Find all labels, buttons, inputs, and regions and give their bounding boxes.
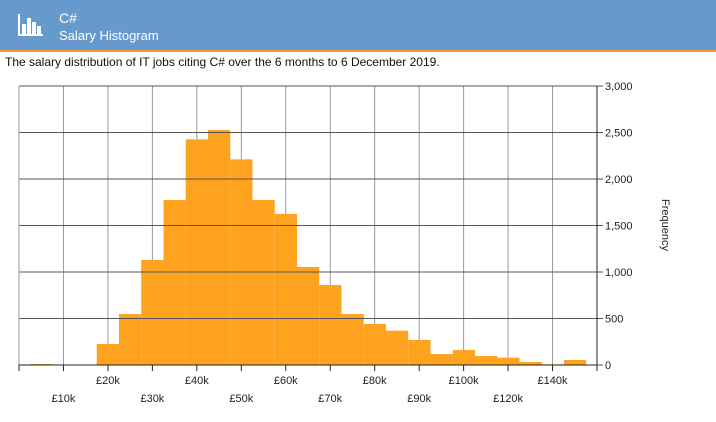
x-tick-label: £50k	[229, 393, 253, 405]
histogram-bar	[252, 200, 275, 365]
y-tick-label: 2,000	[605, 174, 633, 186]
histogram-bar	[430, 354, 453, 365]
chart-header: C# Salary Histogram	[0, 0, 716, 52]
histogram-bar	[475, 355, 498, 365]
header-subtitle: Salary Histogram	[59, 28, 159, 43]
histogram-bar	[519, 362, 542, 365]
x-tick-label: £40k	[185, 375, 209, 387]
histogram-bar	[163, 200, 186, 365]
histogram-bar	[96, 343, 119, 365]
histogram-bar	[452, 350, 475, 365]
histogram-bar	[208, 129, 231, 365]
histogram-bar	[386, 330, 409, 365]
y-tick-label: 0	[605, 360, 611, 372]
histogram-bar	[341, 314, 364, 365]
histogram-bar	[408, 339, 431, 365]
histogram-bar	[119, 314, 142, 365]
x-tick-label: £60k	[274, 375, 298, 387]
x-tick-label: £120k	[493, 393, 523, 405]
x-tick-label: £20k	[96, 375, 120, 387]
x-tick-label: £30k	[140, 393, 164, 405]
histogram-bar	[185, 139, 208, 365]
histogram-bar	[274, 213, 297, 365]
x-tick-label: £70k	[318, 393, 342, 405]
y-tick-label: 1,000	[605, 267, 633, 279]
y-tick-label: 1,500	[605, 221, 633, 233]
histogram-bar	[363, 323, 386, 365]
chart-description: The salary distribution of IT jobs citin…	[5, 55, 440, 69]
y-tick-label: 2,500	[605, 128, 633, 140]
x-tick-label: £10k	[52, 393, 76, 405]
histogram-bar	[141, 260, 164, 365]
x-tick-label: £80k	[363, 375, 387, 387]
y-tick-label: 3,000	[605, 81, 633, 93]
histogram-bar	[319, 285, 342, 365]
x-tick-label: £140k	[538, 375, 568, 387]
x-tick-label: £90k	[407, 393, 431, 405]
y-tick-label: 500	[605, 314, 623, 326]
histogram-bar	[497, 357, 520, 365]
bar-chart-icon	[18, 14, 43, 36]
y-axis-label: Frequency	[659, 199, 671, 251]
histogram-bar	[297, 266, 320, 365]
histogram-bar	[564, 359, 587, 365]
header-title: C#	[59, 10, 77, 26]
x-tick-label: £100k	[449, 375, 479, 387]
histogram-bar	[230, 159, 253, 365]
